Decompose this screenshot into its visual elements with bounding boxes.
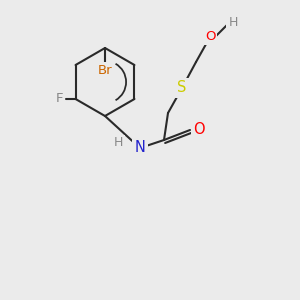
Text: H: H: [228, 16, 238, 28]
Text: O: O: [193, 122, 205, 137]
Text: O: O: [205, 31, 215, 44]
Text: H: H: [113, 136, 123, 149]
Text: F: F: [56, 92, 63, 106]
Text: Br: Br: [98, 64, 112, 76]
Text: N: N: [135, 140, 146, 155]
Text: S: S: [177, 80, 187, 95]
